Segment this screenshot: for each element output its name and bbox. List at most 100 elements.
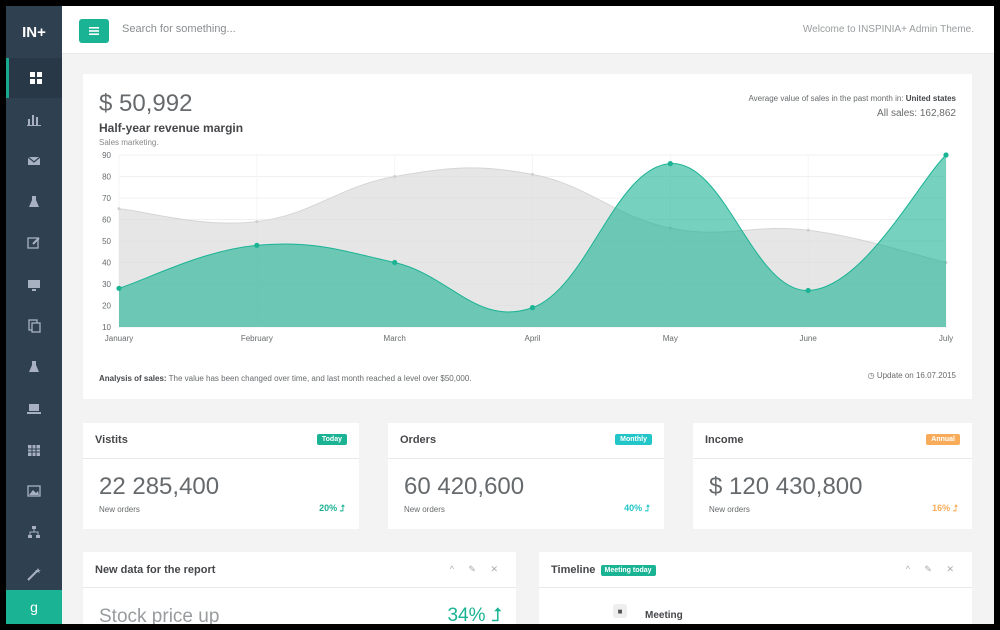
panel-tools[interactable]: ^ ✎ ✕ [449, 564, 504, 574]
dashboard-icon [29, 72, 42, 84]
envelope-icon [27, 156, 41, 165]
stat-card-income: Income Annual $ 120 430,800 New orders 1… [693, 423, 972, 529]
bar-chart-icon [27, 115, 41, 127]
all-sales: All sales: 162,862 [877, 108, 956, 119]
stat-title: Vistits [95, 434, 128, 446]
google-glyph: g [30, 599, 38, 615]
update-info: ◷ Update on 16.07.2015 [868, 371, 956, 380]
y-tick-label: 50 [102, 237, 111, 246]
stat-label: New orders [99, 505, 140, 514]
sidebar-item-magic[interactable] [6, 554, 62, 594]
sidebar-item-edit[interactable] [6, 223, 62, 263]
stat-label: New orders [404, 505, 445, 514]
app-logo[interactable]: IN+ [22, 23, 46, 41]
analysis-label: Analysis of sales: [99, 374, 167, 383]
data-point [392, 259, 398, 266]
data-point [667, 161, 673, 167]
menu-toggle-button[interactable] [79, 19, 109, 43]
average-prefix: Average value of sales in the past month… [748, 94, 904, 103]
briefcase-icon: ■ [613, 604, 627, 618]
x-tick-label: June [799, 334, 817, 343]
y-tick-label: 40 [102, 259, 111, 268]
edit-icon [27, 237, 40, 249]
series-area-2 [119, 155, 946, 327]
clock-icon: ◷ [867, 371, 875, 380]
sidebar-item-sitemap[interactable] [6, 512, 62, 552]
stat-percentage: 40% ⮥ [624, 503, 650, 513]
stat-percentage: 16% ⮥ [932, 503, 958, 513]
hamburger-icon [89, 27, 99, 35]
average-value-text: Average value of sales in the past month… [748, 94, 956, 103]
revenue-amount: $ 50,992 [99, 90, 193, 117]
data-point [117, 207, 121, 211]
average-region: United states [905, 94, 956, 103]
picture-icon [27, 485, 41, 497]
stock-percentage: 34% ⮥ [447, 605, 502, 624]
x-tick-label: July [939, 334, 953, 343]
sitemap-icon [28, 526, 40, 539]
x-tick-label: May [663, 334, 678, 343]
search-input[interactable]: Search for something... [122, 23, 236, 35]
data-point [805, 287, 811, 294]
stat-card-orders: Orders Monthly 60 420,600 New orders 40%… [388, 423, 664, 529]
sidebar-item-table[interactable] [6, 430, 62, 470]
timeline-panel: Timeline Meeting today ^ ✎ ✕ ■ Meeting [539, 552, 972, 624]
stock-label: Stock price up [99, 606, 220, 624]
report-panel-title: New data for the report [95, 564, 216, 576]
data-point [529, 305, 536, 311]
timeline-item: Meeting [645, 610, 683, 621]
sidebar-item-bar-chart[interactable] [6, 99, 62, 139]
chart-subtitle: Sales marketing. [99, 138, 159, 147]
stat-card-visits: Vistits Today 22 285,400 New orders 20% … [83, 423, 359, 529]
data-point [393, 175, 397, 178]
flask-icon [29, 195, 39, 207]
revenue-panel: $ 50,992 Half-year revenue margin Sales … [83, 74, 972, 399]
sidebar-item-desktop[interactable] [6, 265, 62, 305]
stat-badge: Annual [926, 434, 960, 445]
stat-badge: Today [316, 434, 347, 445]
stat-percentage: 20% ⮥ [319, 503, 345, 513]
revenue-area-chart: 10 20 30 40 50 60 70 80 90 January February March Ap… [102, 151, 953, 343]
analysis-text: Analysis of sales: The value has been ch… [99, 374, 472, 383]
timeline-panel-header: Timeline Meeting today ^ ✎ ✕ [539, 552, 972, 588]
x-tick-label: April [524, 334, 540, 343]
sidebar-item-flask[interactable] [6, 182, 62, 222]
data-point [254, 242, 260, 248]
stat-value: $ 120 430,800 [709, 473, 863, 500]
google-icon[interactable]: g [6, 590, 62, 624]
analysis-body: The value has been changed over time, an… [168, 374, 472, 383]
report-panel-header: New data for the report ^ ✎ ✕ [83, 552, 516, 588]
sidebar-item-envelope[interactable] [6, 141, 62, 181]
stat-title: Orders [400, 434, 437, 446]
stat-label: New orders [709, 505, 750, 514]
y-tick-label: 60 [102, 216, 111, 225]
sidebar-item-dashboard[interactable] [6, 58, 62, 98]
stat-value: 22 285,400 [99, 473, 220, 500]
stat-badge: Monthly [615, 434, 652, 445]
table-icon [28, 444, 40, 456]
topbar: Search for something... Welcome to INSPI… [62, 6, 994, 54]
flask-icon [29, 361, 39, 373]
report-panel: New data for the report ^ ✎ ✕ Stock pric… [83, 552, 516, 624]
magic-icon [27, 567, 41, 581]
files-icon [28, 319, 41, 333]
panel-tools[interactable]: ^ ✎ ✕ [905, 564, 960, 574]
stat-card-header: Income Annual [693, 423, 972, 459]
sidebar-item-laptop[interactable] [6, 388, 62, 428]
data-point [255, 220, 259, 224]
x-tick-label: March [384, 334, 406, 343]
stat-card-header: Vistits Today [83, 423, 359, 459]
sidebar-item-files[interactable] [6, 306, 62, 346]
meeting-badge: Meeting today [600, 565, 656, 576]
data-point [116, 285, 122, 291]
sidebar-item-picture[interactable] [6, 471, 62, 511]
update-text: Update on 16.07.2015 [876, 371, 956, 380]
timeline-title: Timeline Meeting today [551, 564, 656, 576]
stat-value: 60 420,600 [404, 473, 525, 500]
laptop-icon [27, 404, 41, 415]
y-tick-label: 10 [102, 323, 111, 332]
y-tick-label: 90 [102, 151, 111, 160]
sidebar-item-flask[interactable] [6, 347, 62, 387]
chart-title: Half-year revenue margin [99, 121, 244, 135]
timeline-title-text: Timeline [551, 564, 596, 576]
